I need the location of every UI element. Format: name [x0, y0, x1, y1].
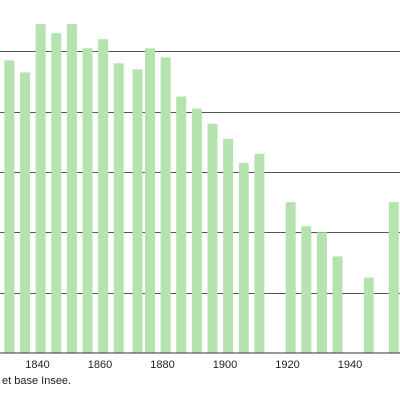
bar-1906: [238, 162, 249, 353]
bar-1846: [51, 33, 62, 353]
bar-1866: [113, 63, 124, 353]
bar-1881: [160, 57, 171, 353]
bar-1836: [20, 72, 30, 354]
bar-1861: [98, 39, 109, 353]
bar-1921: [285, 202, 296, 353]
bar-1926: [301, 226, 312, 353]
bar-1891: [191, 108, 202, 353]
x-tick-label-1900: 1900: [213, 359, 237, 371]
x-tick-labels: 1840 1860 1880 1900 1920 1940: [25, 359, 362, 371]
bar-1856: [82, 48, 93, 354]
x-tick-label-1920: 1920: [275, 359, 299, 371]
bar-1886: [176, 96, 187, 354]
x-tick-label-1940: 1940: [338, 359, 362, 371]
bar-1872: [132, 69, 143, 354]
bar-1946: [363, 277, 374, 353]
bar-1896: [207, 123, 218, 353]
bar-1931: [316, 232, 327, 353]
x-tick-label-1860: 1860: [88, 359, 112, 371]
bar-1876: [145, 48, 155, 354]
bar-1911: [254, 153, 265, 353]
bar-1851: [66, 24, 77, 354]
bar-1841: [35, 24, 46, 354]
bar-1954: [388, 202, 399, 353]
x-tick-label-1880: 1880: [150, 359, 174, 371]
x-tick-label-1840: 1840: [25, 359, 49, 371]
source-note: et base Insee.: [2, 375, 72, 387]
bar-1936: [332, 256, 343, 353]
bar-1831: [4, 60, 15, 353]
bars: [4, 24, 399, 354]
bar-1901: [223, 138, 234, 353]
